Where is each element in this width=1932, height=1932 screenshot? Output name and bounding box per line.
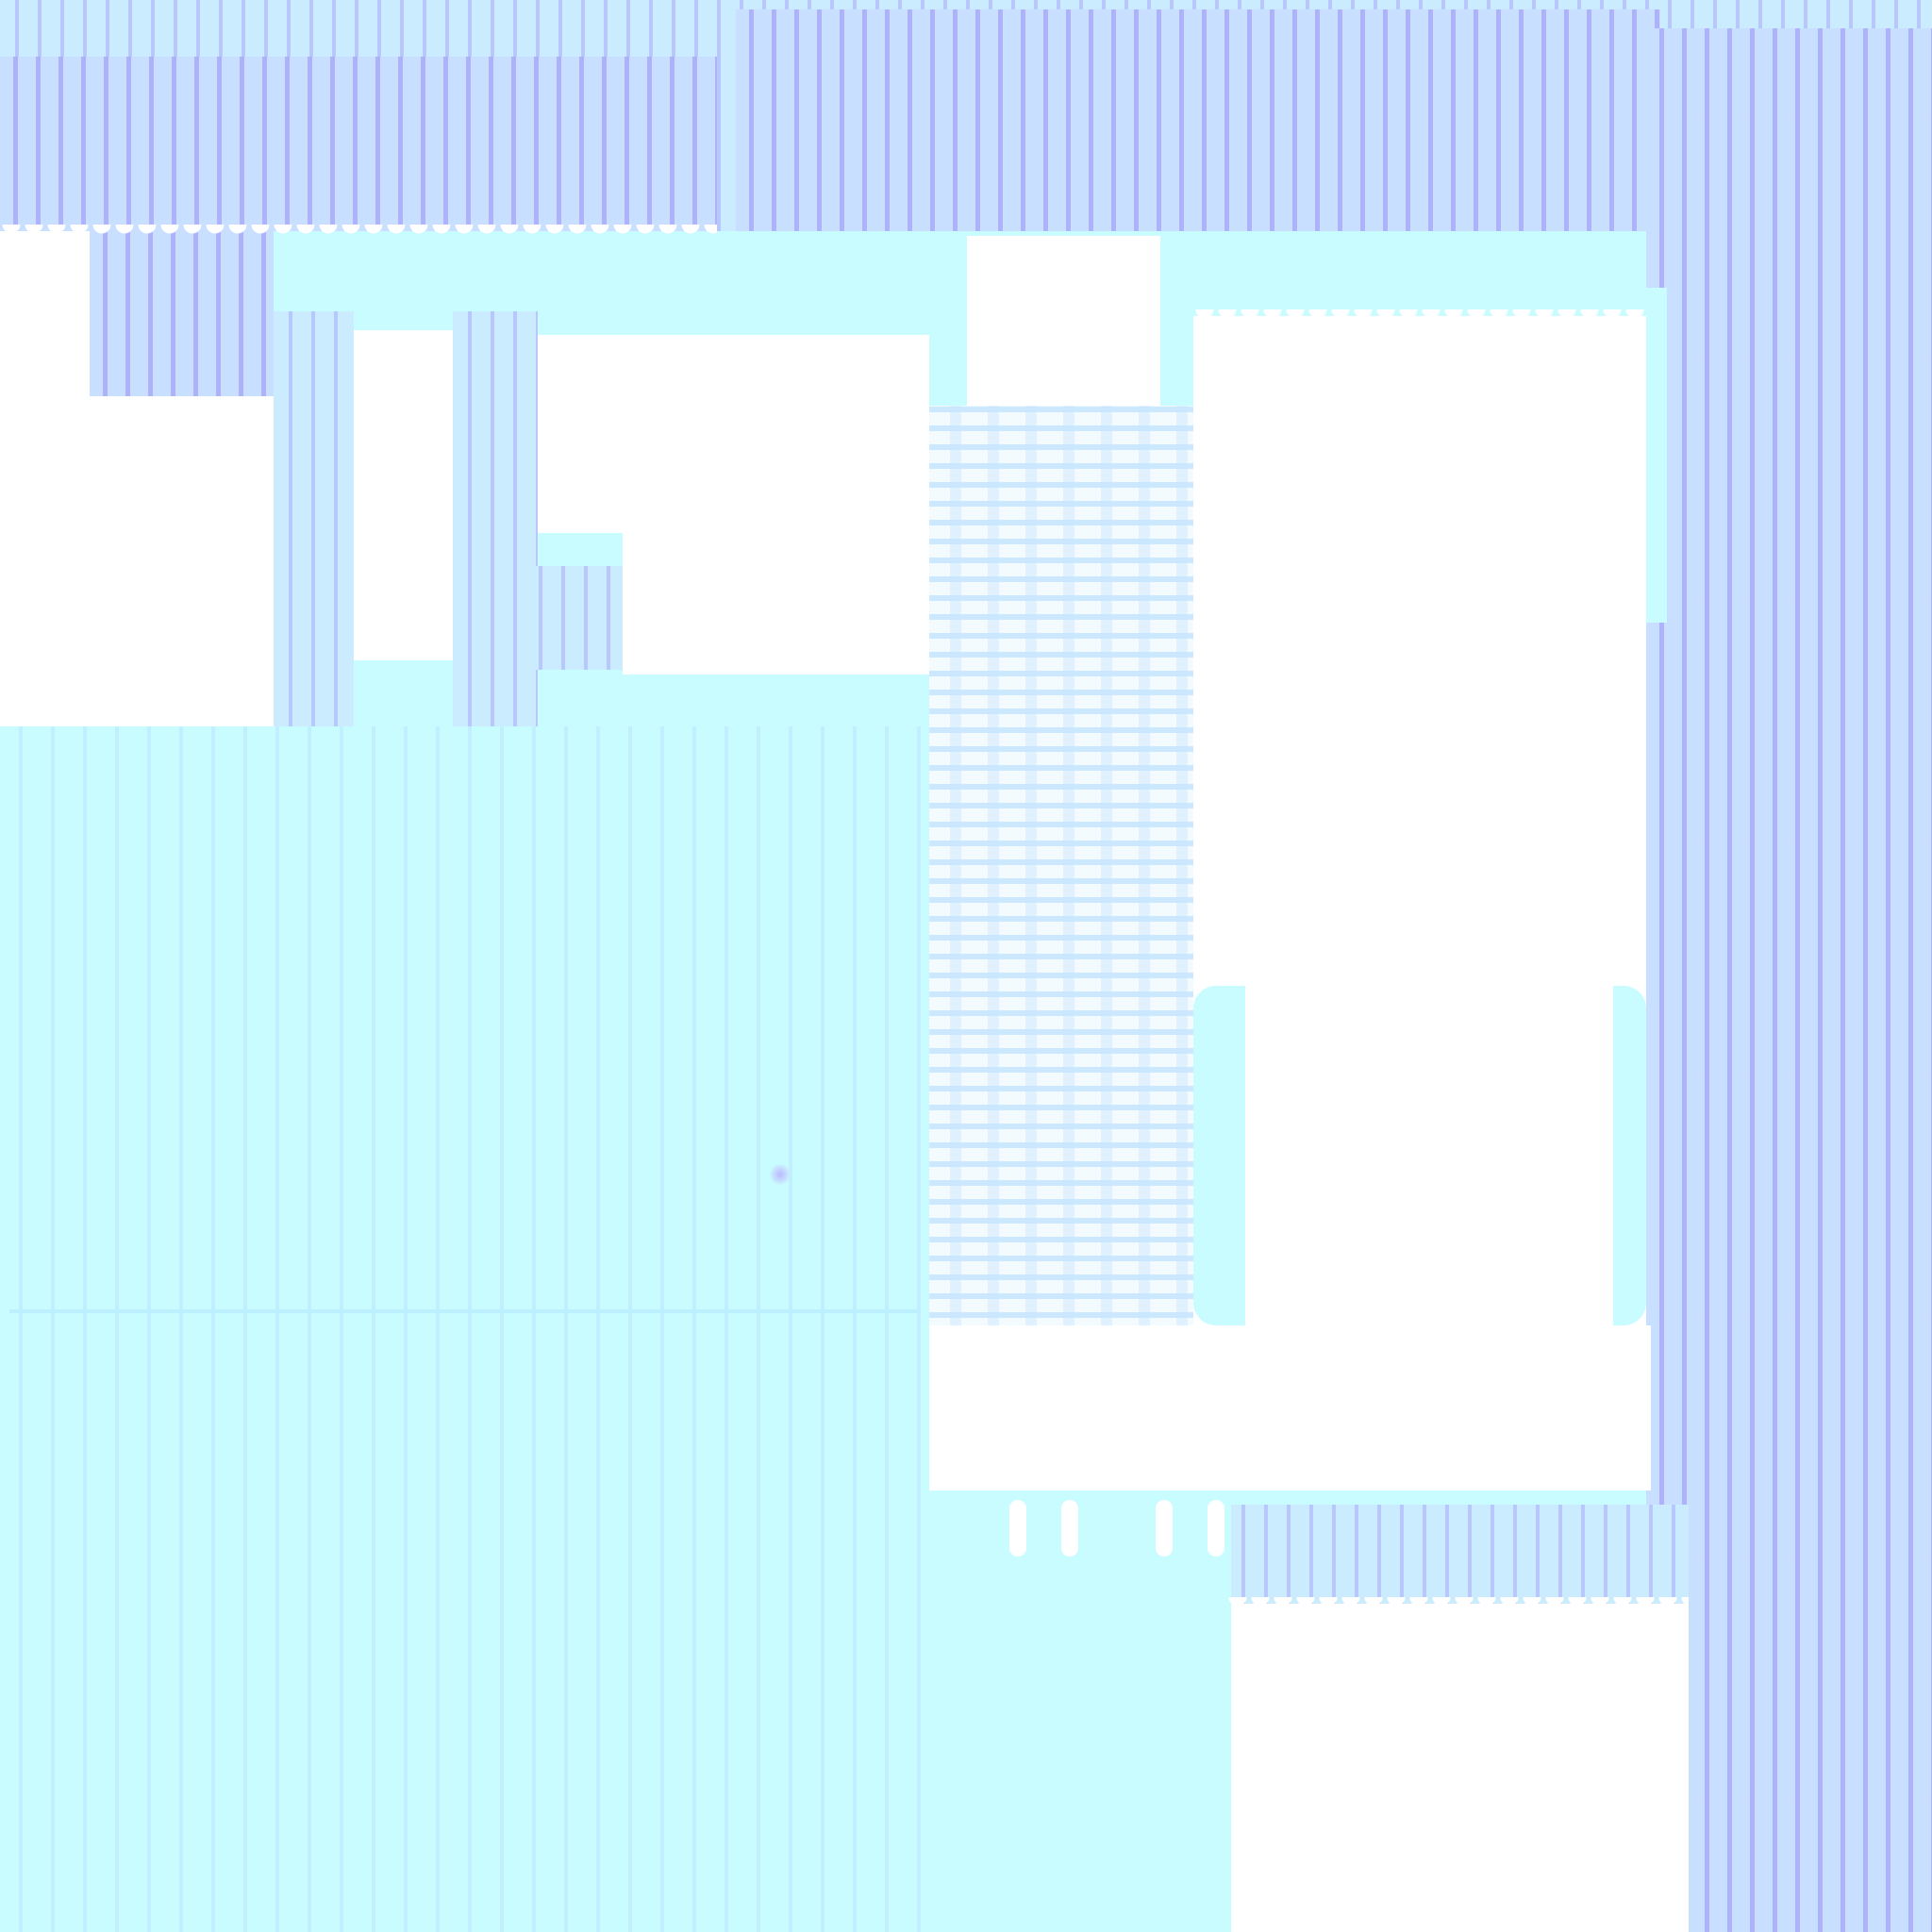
- lower-white-strip: [924, 1325, 1651, 1491]
- right-panel-cyan-right: [1613, 986, 1646, 1325]
- pillar-a: [274, 311, 354, 726]
- lower-stripe-row: [1226, 1505, 1689, 1604]
- right-panel-cyan-left: [1193, 986, 1245, 1325]
- upper-white-step: [623, 533, 929, 675]
- faded-grid-panel: [929, 406, 1193, 1325]
- scallop-edge-top-right: [1193, 309, 1646, 321]
- top-band-dense-center: [736, 9, 1660, 231]
- notch-2: [1061, 1500, 1078, 1557]
- scallop-edge-lower: [1226, 1597, 1689, 1608]
- bottom-center-cyan: [929, 1491, 1231, 1932]
- center-white-tower: [967, 236, 1160, 406]
- notch-4: [1208, 1500, 1224, 1557]
- upper-small-stripe: [524, 566, 623, 670]
- cyan-divider: [9, 1309, 920, 1313]
- notch-3: [1156, 1500, 1173, 1557]
- upper-white-block: [538, 335, 929, 533]
- dot-marker-icon: [770, 1164, 791, 1185]
- scallop-edge-top-left: [0, 225, 717, 236]
- left-white-lower: [90, 396, 274, 726]
- bottom-left-cyan-region: [0, 726, 929, 1932]
- left-stripe-block: [90, 231, 274, 396]
- right-panel-cyan-bar: [1646, 288, 1667, 623]
- right-column: [1646, 28, 1932, 1932]
- right-white-panel: [1193, 316, 1646, 1325]
- bottom-right-white-panel: [1231, 1604, 1689, 1932]
- left-white-block: [0, 231, 90, 726]
- pillar-white-a: [354, 330, 453, 660]
- notch-1: [1009, 1500, 1026, 1557]
- top-band-dense-left: [0, 57, 717, 231]
